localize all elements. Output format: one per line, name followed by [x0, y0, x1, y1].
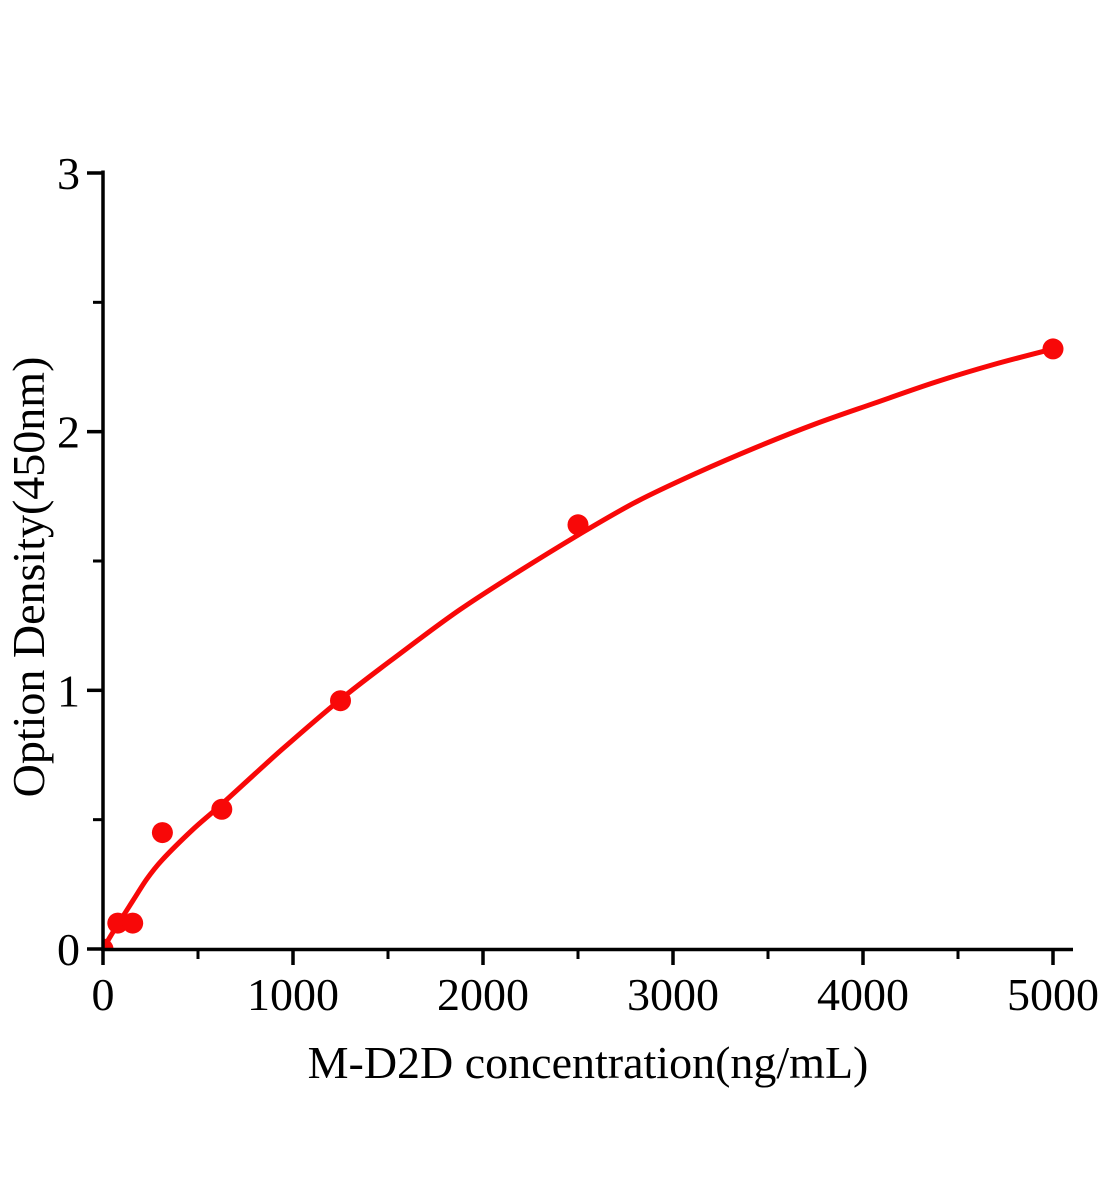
fit-curve-line [103, 346, 1056, 948]
data-point [107, 912, 129, 934]
data-point [1042, 338, 1064, 360]
x-tick-label: 4000 [817, 969, 909, 1020]
y-tick-label: 1 [57, 665, 80, 716]
data-point [567, 514, 589, 536]
x-tick-label: 5000 [1007, 969, 1099, 1020]
y-tick-label: 2 [57, 407, 80, 458]
x-axis-major-ticks [101, 950, 1055, 965]
data-point [122, 912, 144, 934]
y-axis-title: Option Density(450nm) [3, 357, 54, 798]
y-tick-label: 0 [57, 924, 80, 975]
data-point [103, 938, 114, 948]
data-point [151, 822, 173, 844]
data-point [211, 798, 233, 820]
x-axis-tick-labels: 0 1000 2000 3000 4000 5000 [92, 969, 1100, 1020]
y-axis-major-ticks [87, 171, 102, 951]
y-tick-label: 3 [57, 148, 80, 199]
data-points [103, 338, 1064, 948]
y-axis-minor-ticks [93, 300, 102, 822]
x-tick-label: 0 [92, 969, 115, 1020]
x-tick-label: 3000 [627, 969, 719, 1020]
x-tick-label: 1000 [247, 969, 339, 1020]
y-axis-tick-labels: 0 1 2 3 [57, 148, 80, 975]
x-axis-minor-ticks [196, 950, 960, 959]
x-axis-title: M-D2D concentration(ng/mL) [308, 1037, 869, 1088]
x-tick-label: 2000 [437, 969, 529, 1020]
data-point [330, 690, 351, 712]
